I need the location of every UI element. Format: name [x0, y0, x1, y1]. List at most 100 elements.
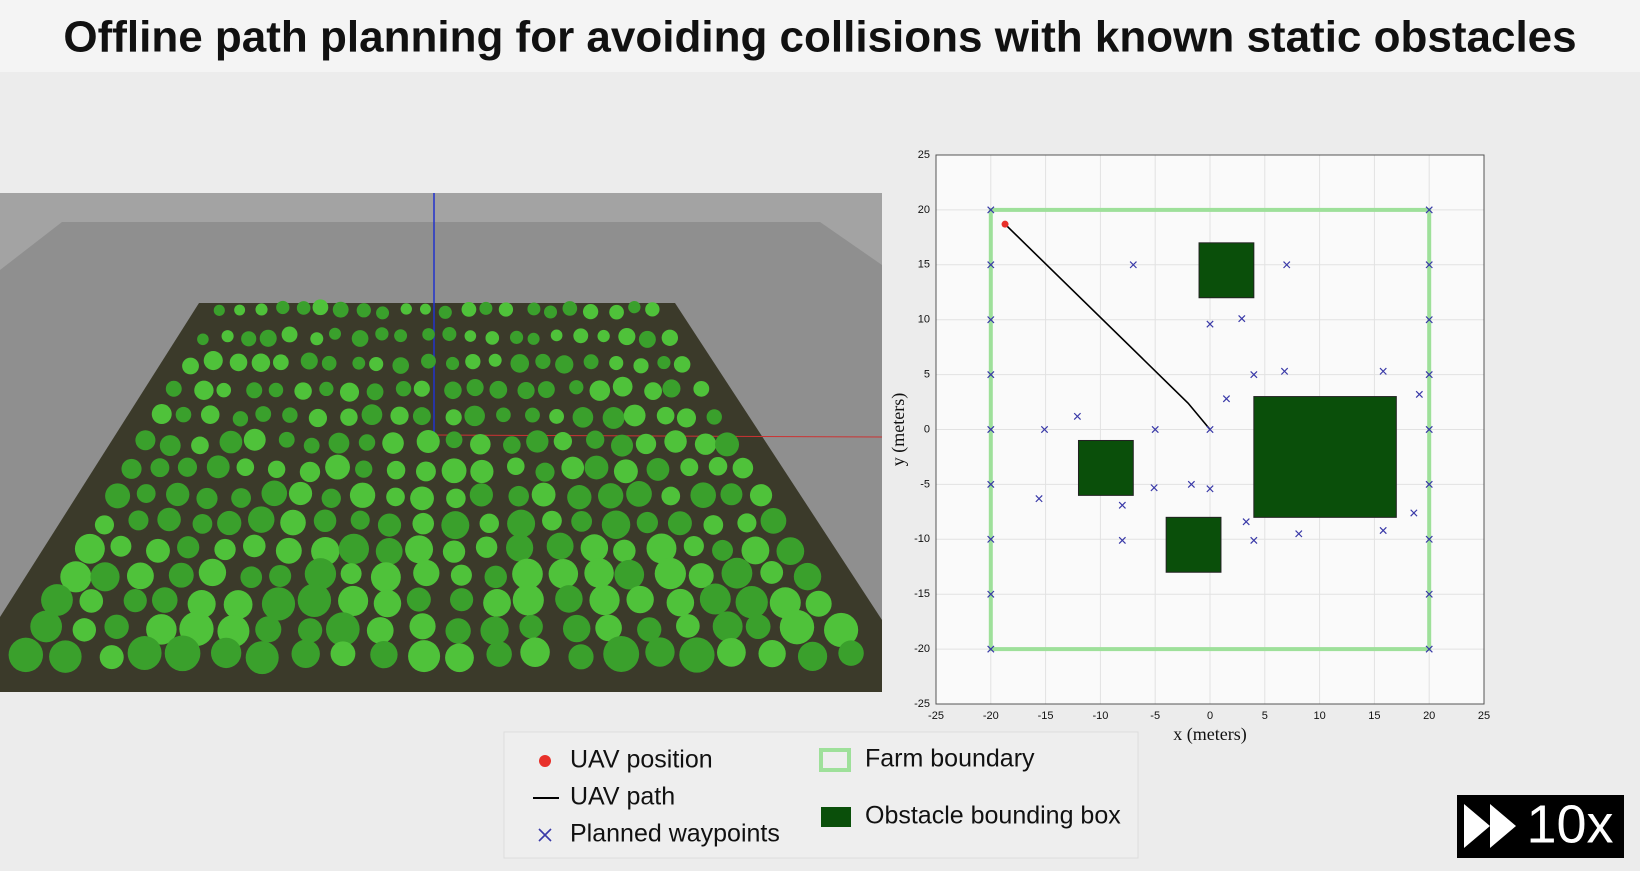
- plant: [146, 538, 170, 563]
- x-tick-label: -20: [983, 710, 999, 722]
- plant: [824, 612, 859, 648]
- plant: [325, 612, 360, 646]
- plant: [30, 610, 63, 643]
- plant: [236, 458, 255, 476]
- plant: [680, 458, 699, 477]
- plant: [568, 644, 594, 670]
- plant: [589, 380, 611, 401]
- legend-box: [503, 731, 1139, 859]
- plant: [586, 430, 605, 449]
- plant: [654, 557, 686, 590]
- plant: [390, 406, 409, 425]
- plant: [99, 645, 124, 670]
- plant: [614, 559, 645, 590]
- plant: [683, 535, 704, 557]
- plant: [338, 533, 370, 565]
- waypoint: [1425, 370, 1433, 379]
- plant: [406, 587, 431, 612]
- plant: [200, 405, 220, 424]
- plant: [690, 482, 716, 508]
- plant: [562, 301, 578, 316]
- waypoint: [1410, 509, 1418, 517]
- legend-swatch: [819, 748, 851, 772]
- x-tick-label: -5: [1150, 710, 1160, 722]
- plant: [300, 352, 318, 370]
- plant: [628, 300, 641, 314]
- waypoint: [1242, 518, 1250, 526]
- plant: [203, 350, 223, 371]
- plant: [466, 378, 484, 397]
- plant: [110, 535, 132, 557]
- plant: [72, 618, 97, 642]
- plant: [123, 589, 147, 613]
- plant: [216, 382, 232, 398]
- plant: [247, 506, 275, 533]
- plant: [712, 539, 734, 561]
- plant: [392, 357, 410, 374]
- plant: [584, 558, 614, 588]
- plant: [214, 538, 236, 561]
- plant: [41, 584, 73, 616]
- plant: [275, 537, 302, 564]
- plant: [715, 432, 740, 457]
- plant: [546, 532, 574, 560]
- plant: [217, 510, 242, 536]
- plant: [721, 557, 753, 589]
- plant: [526, 430, 549, 453]
- plant: [749, 484, 773, 507]
- waypoint: [987, 370, 995, 379]
- plant: [645, 302, 660, 317]
- plant: [386, 487, 405, 507]
- plant: [732, 457, 754, 479]
- plant: [321, 355, 337, 371]
- plant: [507, 509, 536, 538]
- plant: [479, 513, 499, 534]
- y-tick-label: 5: [924, 369, 930, 381]
- plant: [74, 533, 105, 564]
- plant: [361, 404, 383, 426]
- plant: [550, 329, 563, 342]
- title: Offline path planning for avoiding colli…: [63, 13, 1576, 62]
- plant: [484, 565, 507, 589]
- plant: [694, 433, 717, 455]
- legend-swatch: [538, 828, 552, 842]
- plant: [519, 614, 543, 639]
- badge-label: 10x: [1526, 794, 1613, 854]
- plant: [340, 408, 358, 426]
- plant: [445, 409, 462, 426]
- obstacle-box: [1165, 516, 1222, 573]
- plant: [838, 640, 864, 666]
- plant: [192, 513, 213, 534]
- plant: [445, 431, 463, 449]
- plant: [706, 409, 722, 425]
- plant: [569, 380, 584, 395]
- plant: [259, 329, 277, 347]
- legend-label: Farm boundary: [865, 745, 1035, 773]
- plant: [676, 614, 700, 638]
- plant: [255, 303, 268, 316]
- y-tick-label: -10: [914, 533, 930, 545]
- plant: [583, 354, 599, 370]
- plant: [535, 462, 555, 482]
- plant: [376, 306, 390, 320]
- plant: [126, 562, 154, 590]
- plant: [509, 330, 524, 344]
- plant: [255, 616, 282, 643]
- plant: [485, 331, 500, 345]
- plant: [151, 404, 172, 425]
- plant: [480, 616, 509, 645]
- plant: [589, 584, 620, 616]
- plant: [708, 456, 728, 476]
- plant: [656, 406, 675, 425]
- legend-label: UAV path: [570, 783, 675, 811]
- plant: [210, 637, 242, 669]
- plant: [281, 326, 298, 343]
- plant: [609, 355, 624, 371]
- plant: [745, 614, 771, 640]
- obstacle-box: [1077, 439, 1134, 496]
- y-tick-label: -20: [914, 643, 930, 655]
- plant: [251, 353, 271, 372]
- plant: [90, 562, 120, 592]
- plant: [446, 488, 466, 509]
- plant: [369, 356, 384, 372]
